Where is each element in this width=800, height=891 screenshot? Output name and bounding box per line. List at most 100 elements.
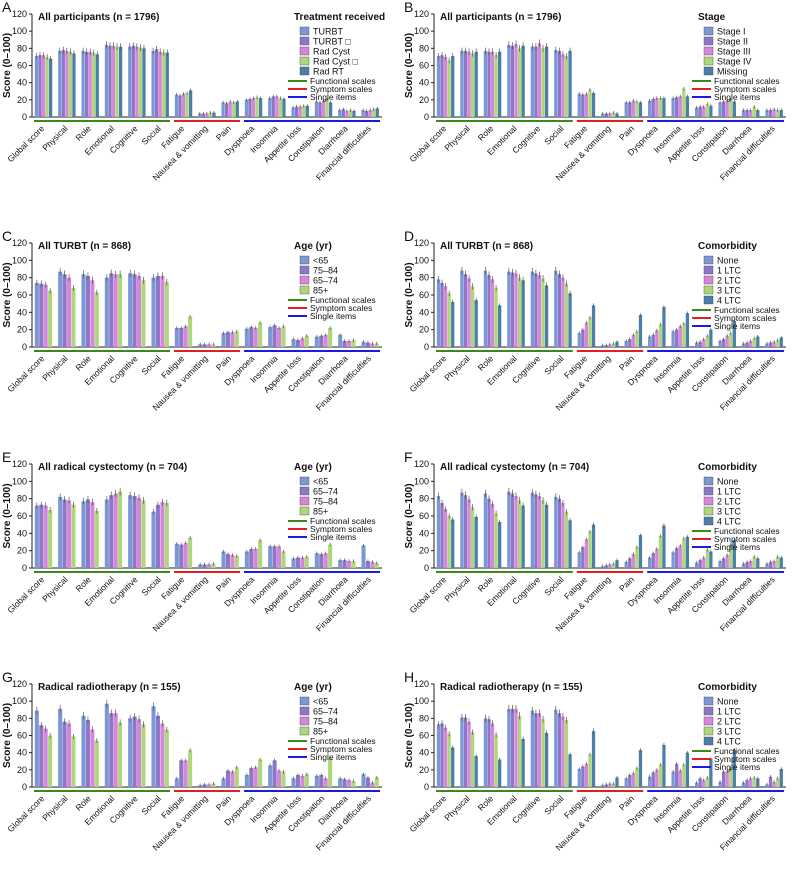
bar [361,110,365,117]
bar [62,721,67,787]
bar [483,50,488,117]
bar [749,778,753,787]
bar [460,270,464,347]
bar [118,722,123,788]
bar [155,275,160,347]
bar [521,45,525,118]
bar [474,516,478,568]
bar [440,723,444,787]
y-tick-label: 80 [419,494,429,504]
bar [779,557,783,568]
legend-label: 4 LTC [717,737,741,747]
bar [611,563,616,568]
bar [300,338,305,347]
bar [678,96,682,117]
bar [188,90,193,117]
panel-letter: G [2,669,13,685]
bar [588,317,592,347]
bar [188,316,193,347]
bar [530,46,534,118]
y-tick-label: 120 [12,459,27,469]
y-tick-label: 0 [424,782,429,792]
bar [517,500,522,568]
legend-label: 65–74 [313,487,338,497]
bar [244,328,249,347]
bar [361,545,366,568]
bar [745,342,749,347]
legend-line-label: Single items [714,542,760,552]
legend-label: Stage I [717,27,746,37]
bar [338,334,343,347]
bar [490,51,495,117]
bar [155,504,160,568]
legend-title: Comorbidity [698,682,757,693]
bar [205,113,209,117]
y-tick-label: 60 [17,731,27,741]
bar [314,101,319,117]
bar [685,536,690,568]
legend-swatch [703,726,714,736]
bar [90,729,95,787]
bar [39,504,44,568]
panel-title: Radical radiotherapy (n = 155) [38,682,181,693]
bar [591,92,596,117]
bar [557,498,561,568]
bar [671,98,675,117]
bar [611,112,616,117]
bar [132,274,137,347]
bar [278,98,283,117]
bar [68,51,73,117]
legend-line-label: Functional scales [714,76,780,86]
legend-swatch [703,736,714,746]
panel-letter: F [404,449,413,465]
bar [104,44,109,117]
x-tick-label: Role [476,793,496,813]
legend-swatch [703,265,714,275]
y-tick-label: 0 [22,112,27,122]
bar [490,279,495,347]
x-tick-label: Physical [442,123,472,153]
bar [749,561,753,568]
bar [655,548,659,568]
bar [291,558,296,568]
legend-swatch [703,516,714,526]
legend-label: 4 LTC [717,296,741,306]
bar [160,502,165,568]
bar [314,336,319,347]
bar [94,510,99,568]
legend-line-label: Functional scales [310,76,376,86]
bar [514,44,518,117]
bar [158,51,162,117]
legend-swatch [299,696,310,706]
bar [517,48,522,117]
y-tick-label: 100 [414,26,429,36]
bar [564,511,569,568]
bar [58,496,63,568]
bar [756,778,760,787]
bar [81,274,86,347]
y-tick-label: 20 [419,325,429,335]
legend-label: 75–84 [313,266,338,276]
bar [90,502,95,568]
bar [779,337,783,347]
bar [530,710,534,787]
legend-line-label: Functional scales [310,516,376,526]
y-tick-label: 60 [17,511,27,521]
legend-line-label: Single items [310,311,356,321]
y-tick-label: 100 [12,696,27,706]
bar [467,51,471,117]
bar [90,280,95,347]
bar [694,782,699,787]
legend-swatch [703,295,714,305]
bar [249,548,254,568]
bar [662,307,666,347]
y-tick-label: 40 [17,307,27,317]
panel-A: A Score (0–100) 0 20 40 60 80 100 120 All partici… [2,0,385,183]
bar [725,335,729,347]
bar [109,713,114,787]
bar [244,551,249,568]
legend-label: 3 LTC [717,507,741,517]
bar [718,102,722,117]
legend-title: Comorbidity [698,241,757,252]
bar [624,561,628,568]
